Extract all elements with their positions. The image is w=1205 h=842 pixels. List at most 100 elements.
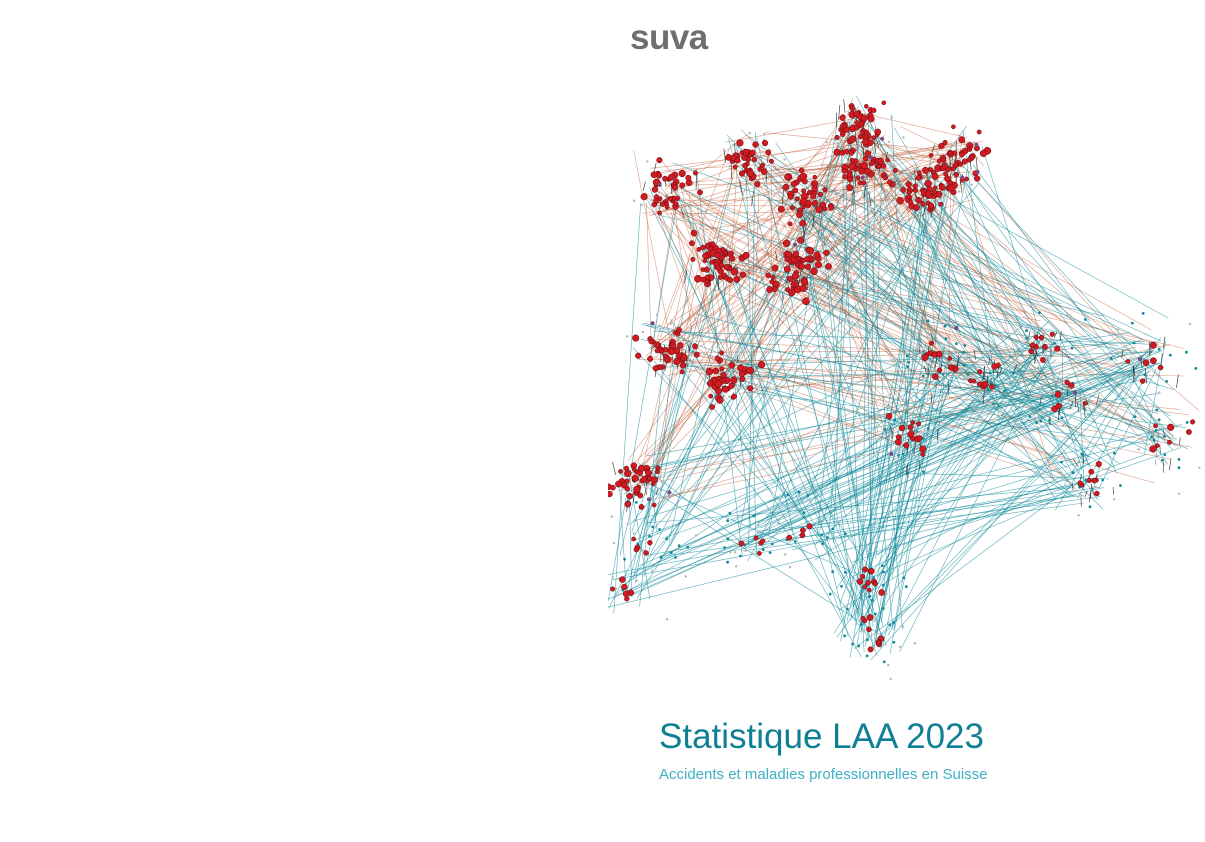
network-node	[831, 570, 835, 574]
network-node	[962, 364, 966, 367]
network-node	[674, 556, 677, 559]
network-node	[777, 205, 785, 213]
cover-title: Statistique LAA 2023	[659, 717, 984, 756]
network-node	[637, 464, 646, 473]
network-node	[757, 166, 763, 172]
network-node	[876, 163, 881, 169]
network-node	[717, 274, 724, 280]
network-link	[1052, 409, 1159, 442]
network-node	[754, 181, 761, 188]
network-node	[805, 200, 812, 207]
network-node	[958, 161, 964, 167]
network-node	[810, 267, 818, 276]
network-node	[787, 193, 794, 200]
network-node	[1070, 346, 1074, 350]
network-node	[676, 327, 682, 333]
network-node	[962, 351, 965, 354]
network-node	[694, 275, 702, 283]
network-node	[834, 134, 840, 140]
network-node	[796, 211, 803, 218]
network-node	[943, 324, 947, 328]
network-node	[1109, 357, 1113, 360]
network-link	[1060, 331, 1062, 341]
network-node	[692, 343, 698, 350]
network-node	[875, 639, 882, 645]
network-link	[929, 213, 1088, 457]
network-node	[798, 167, 805, 173]
network-link	[748, 391, 1152, 445]
network-node	[831, 527, 835, 531]
network-node	[825, 140, 828, 144]
network-link	[999, 366, 1003, 375]
network-node	[1077, 480, 1083, 486]
network-node	[979, 149, 988, 158]
network-node	[896, 430, 899, 434]
network-node	[729, 551, 732, 554]
network-link	[1054, 337, 1161, 511]
network-link	[639, 346, 666, 607]
network-node	[1138, 357, 1142, 362]
network-node	[826, 185, 830, 189]
network-node	[863, 103, 869, 109]
network-node	[780, 258, 783, 261]
network-node	[623, 557, 626, 561]
network-link	[1121, 349, 1124, 358]
network-node	[757, 360, 766, 369]
network-link	[924, 365, 927, 375]
network-node	[788, 289, 796, 297]
network-node	[633, 485, 641, 493]
network-node	[1086, 477, 1092, 483]
network-node	[1066, 313, 1069, 317]
network-node	[931, 189, 937, 195]
network-node	[744, 549, 747, 552]
network-link	[899, 338, 1144, 437]
network-link	[869, 490, 1077, 579]
network-node	[729, 255, 736, 262]
network-node	[786, 275, 794, 283]
network-node	[614, 587, 618, 590]
network-node	[813, 279, 817, 282]
network-node	[853, 110, 860, 118]
network-link	[633, 438, 901, 541]
network-node	[1188, 322, 1192, 326]
network-node	[746, 169, 755, 178]
network-node	[812, 174, 818, 180]
network-node	[1073, 390, 1077, 395]
network-link	[802, 247, 1179, 448]
network-node	[964, 176, 970, 182]
network-node	[626, 522, 629, 526]
network-link	[668, 245, 736, 542]
network-node	[810, 193, 817, 200]
network-node	[901, 452, 905, 456]
network-node	[859, 608, 862, 611]
network-node	[863, 167, 871, 175]
network-node	[916, 435, 923, 441]
network-node	[787, 221, 793, 227]
network-node	[685, 174, 692, 181]
network-node	[919, 445, 927, 453]
network-node	[1161, 458, 1164, 462]
network-node	[871, 107, 877, 114]
network-node	[657, 210, 662, 216]
network-link	[631, 272, 720, 532]
network-node	[726, 537, 730, 541]
network-link	[972, 164, 1118, 362]
network-link	[919, 343, 921, 354]
network-node	[1137, 448, 1140, 451]
network-node	[957, 190, 961, 193]
network-node	[1088, 468, 1095, 475]
network-link	[1064, 340, 1160, 345]
network-link	[637, 253, 690, 492]
network-node	[671, 184, 679, 191]
suva-logo: suva	[630, 18, 708, 57]
network-link	[668, 153, 959, 186]
network-link	[981, 146, 1083, 471]
network-node	[669, 551, 673, 555]
network-link	[1178, 437, 1181, 446]
network-link	[833, 137, 1056, 500]
network-link	[925, 419, 1072, 483]
network-node	[867, 646, 874, 653]
network-node	[966, 372, 970, 376]
network-node	[959, 151, 965, 158]
network-link	[860, 188, 962, 388]
